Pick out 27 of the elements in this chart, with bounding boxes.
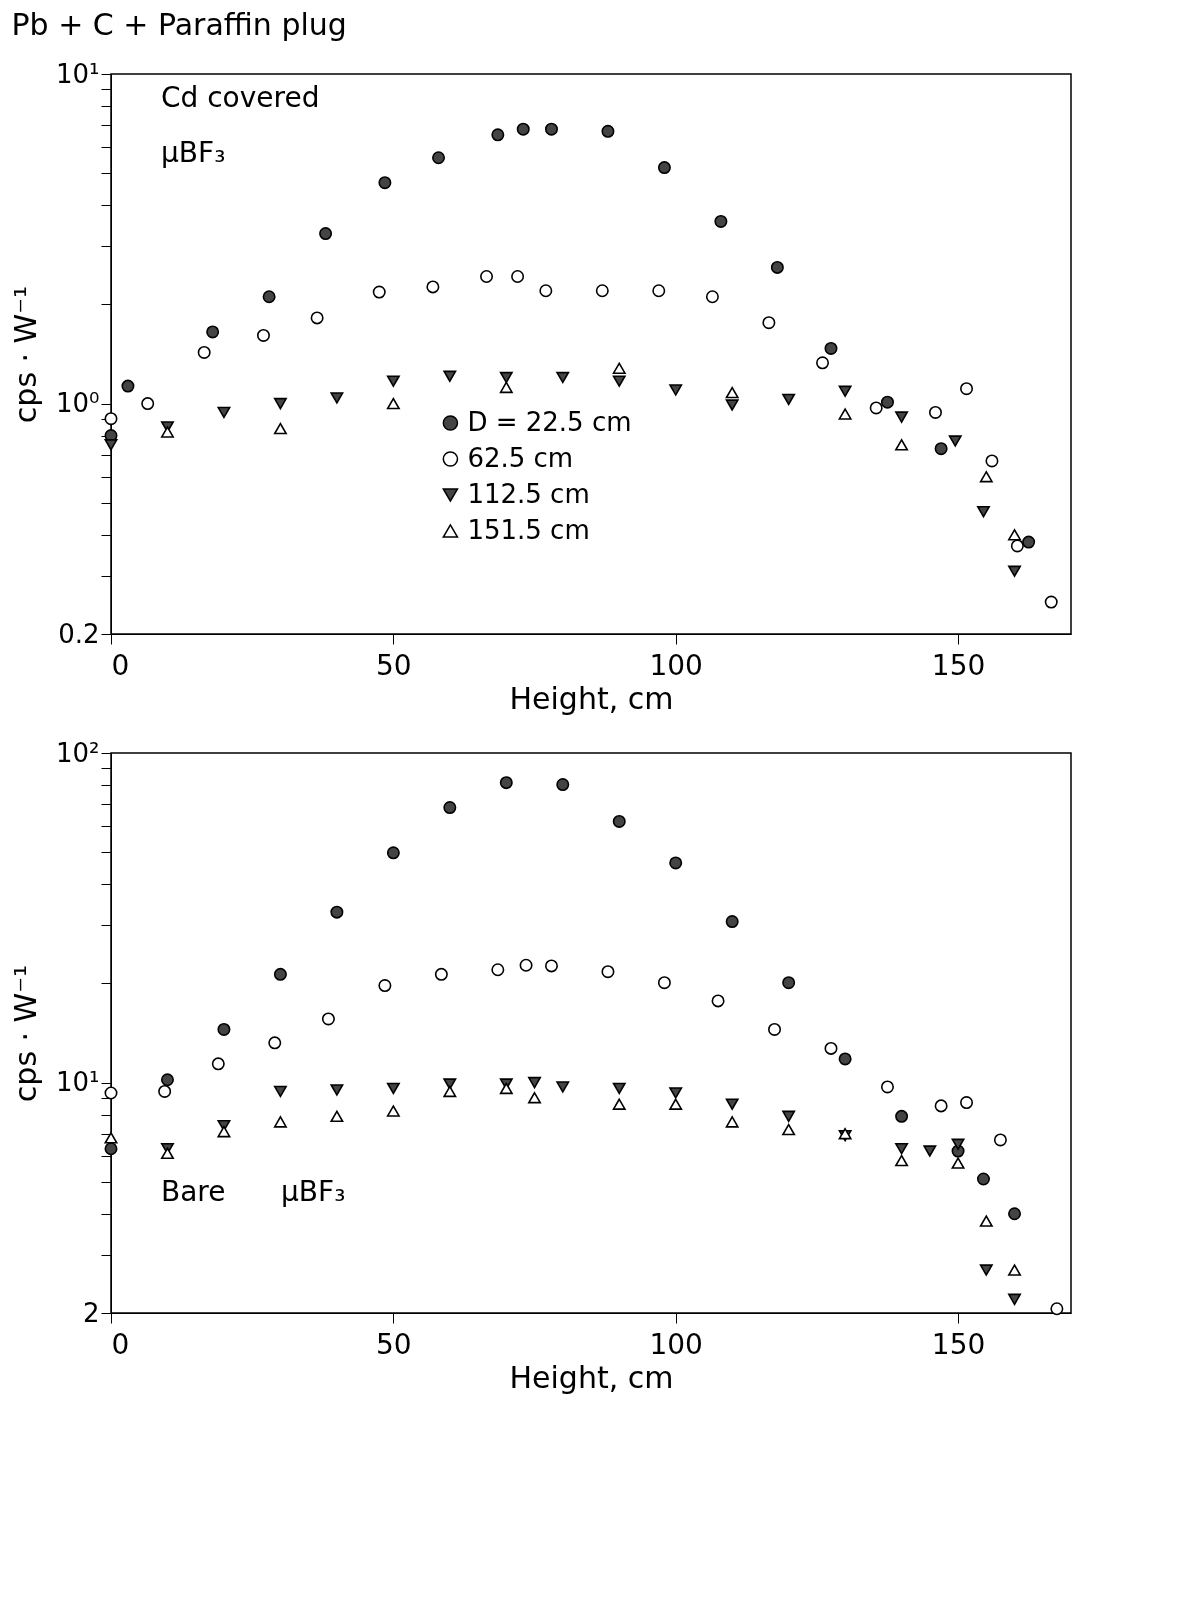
y-axis-title: cps · W⁻¹ bbox=[7, 285, 43, 424]
x-tick-label: 100 bbox=[649, 1327, 703, 1361]
annotation: μBF₃ bbox=[161, 136, 226, 169]
legend-label: 112.5 cm bbox=[467, 479, 590, 509]
x-tick-label: 50 bbox=[376, 1327, 412, 1361]
annotation: Bare bbox=[161, 1175, 226, 1208]
x-tick-label: 0 bbox=[111, 1327, 130, 1361]
y-axis-title: cps · W⁻¹ bbox=[7, 964, 43, 1103]
y-tick-label: 2 bbox=[82, 1297, 100, 1328]
chart-title: Pb + C + Paraffin plug bbox=[11, 7, 347, 42]
y-tick-label: 10¹ bbox=[55, 1067, 100, 1098]
x-tick-label: 0 bbox=[111, 648, 130, 682]
annotation: μBF₃ bbox=[281, 1175, 346, 1208]
x-tick-label: 100 bbox=[649, 648, 703, 682]
y-tick-label: 10⁰ bbox=[55, 388, 100, 419]
x-tick-label: 150 bbox=[931, 1327, 986, 1361]
legend-label: 62.5 cm bbox=[467, 443, 574, 473]
x-axis-title: Height, cm bbox=[509, 1359, 674, 1395]
legend-label: 151.5 cm bbox=[467, 515, 590, 545]
x-tick-label: 50 bbox=[376, 648, 412, 682]
x-tick-label: 150 bbox=[931, 648, 986, 682]
x-axis-title: Height, cm bbox=[509, 680, 674, 716]
y-tick-label: 10² bbox=[55, 737, 100, 768]
y-tick-label: 10¹ bbox=[55, 58, 100, 89]
y-tick-label: 0.2 bbox=[58, 618, 100, 649]
annotation: Cd covered bbox=[161, 81, 320, 114]
legend-label: D = 22.5 cm bbox=[467, 407, 632, 437]
